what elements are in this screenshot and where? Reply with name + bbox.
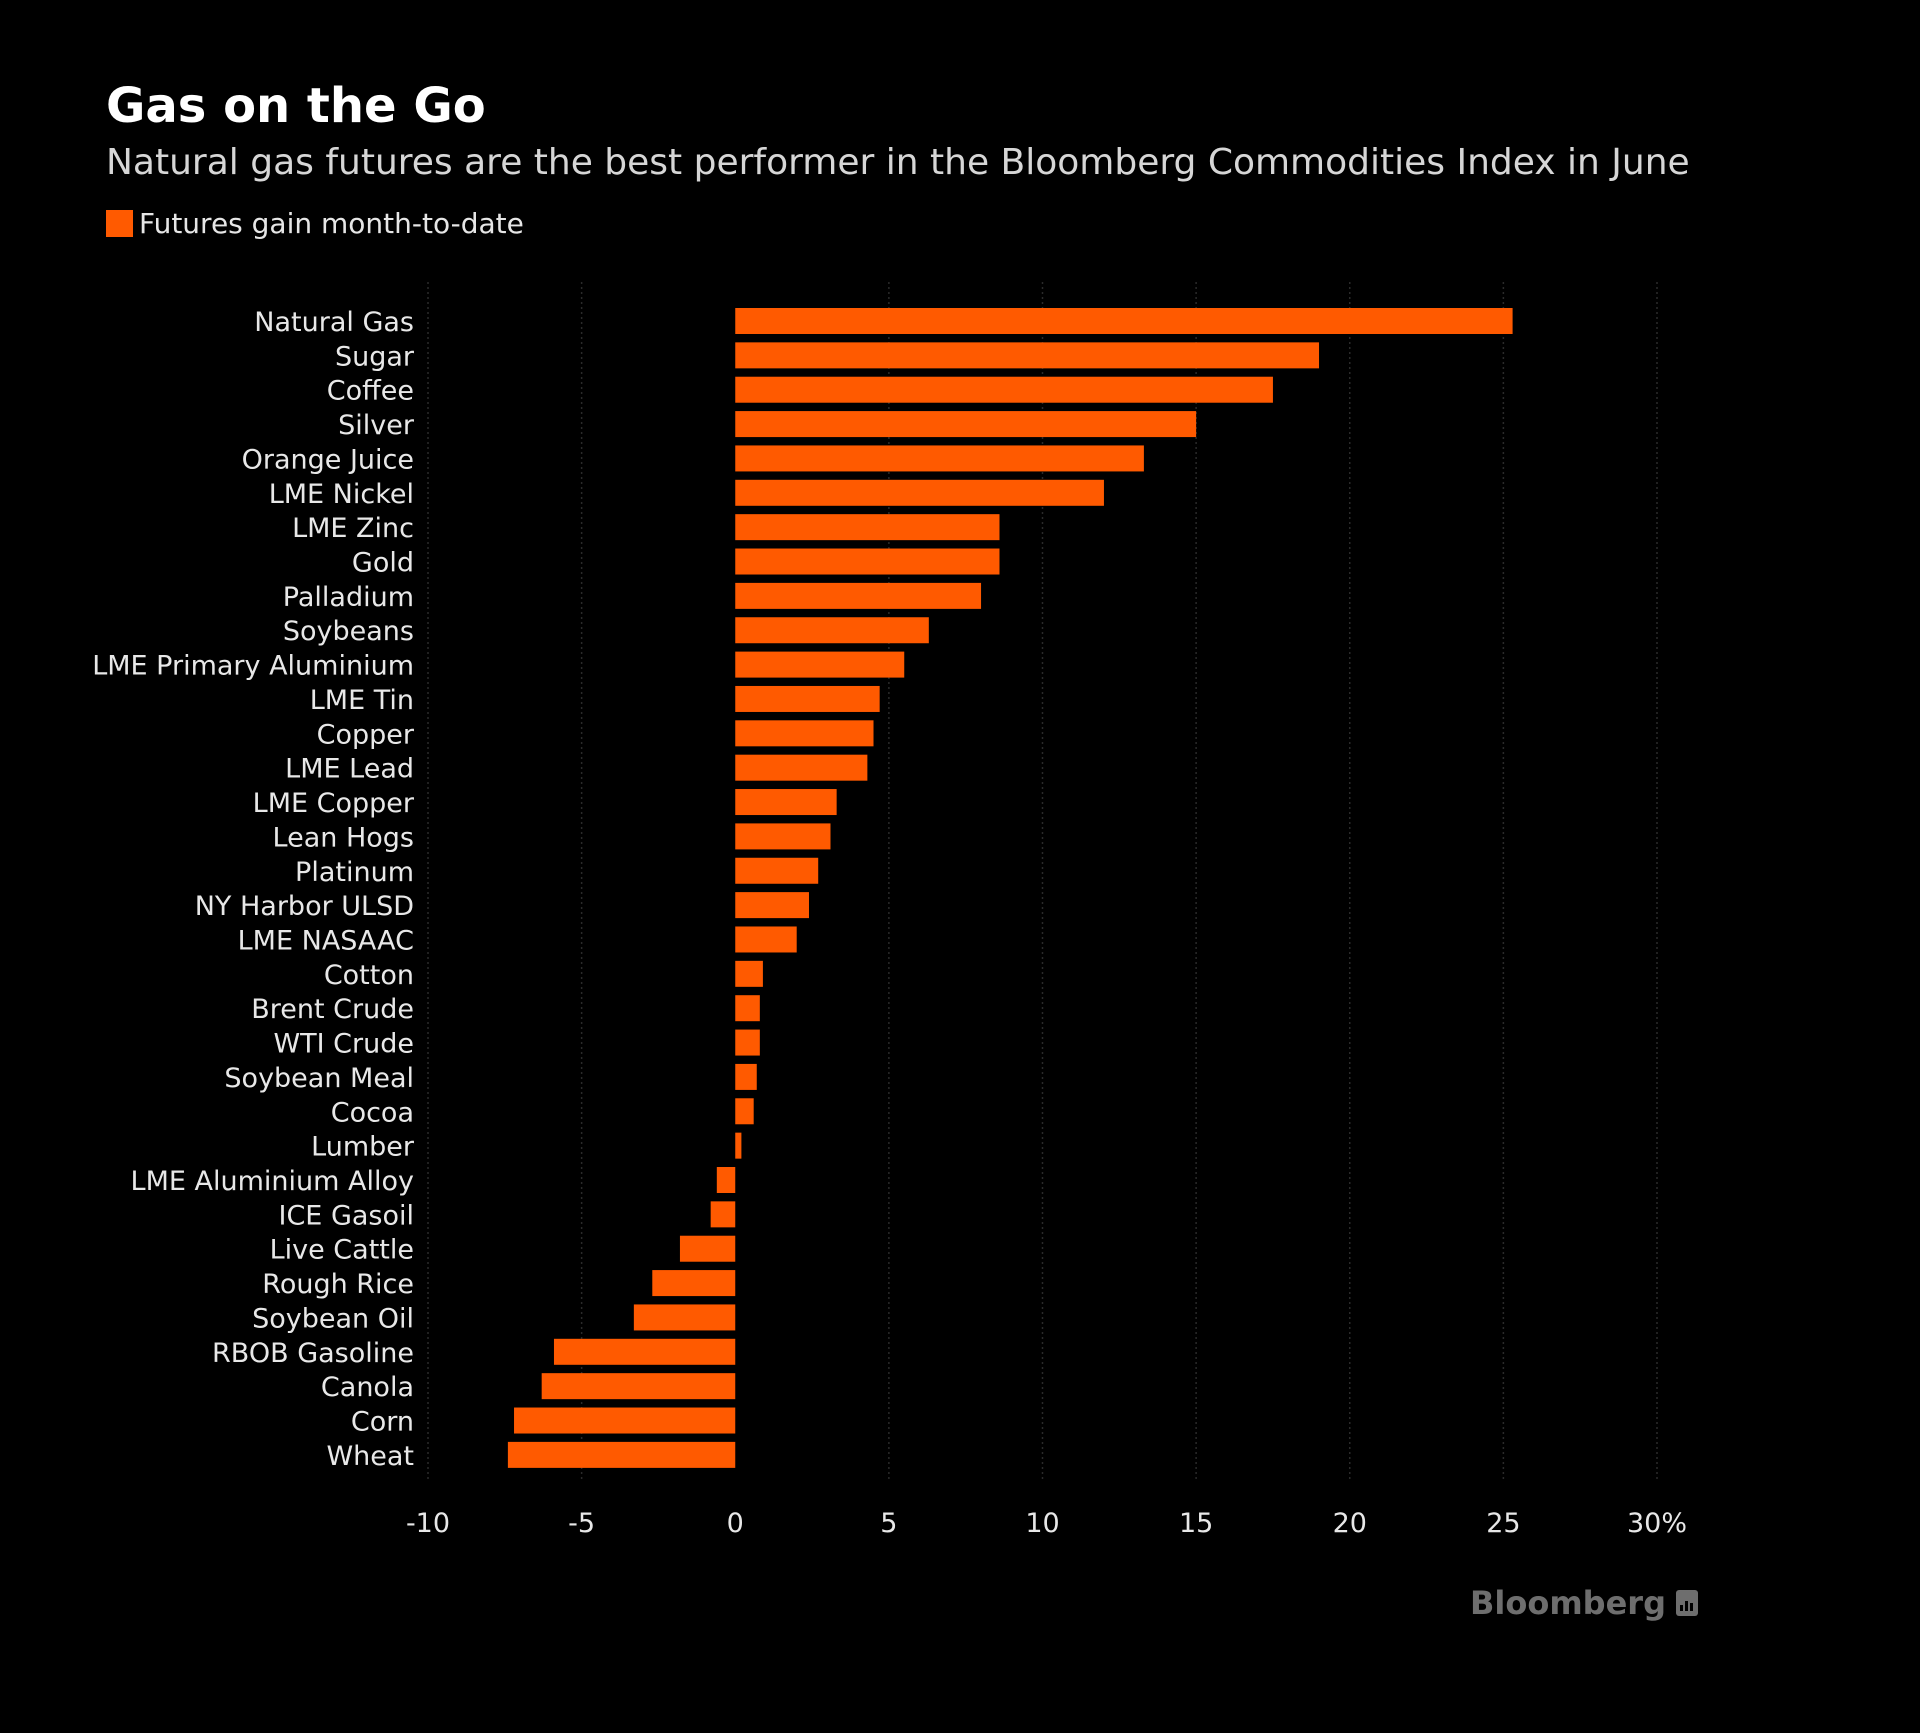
bloomberg-terminal-icon	[1675, 1590, 1698, 1616]
category-label: Wheat	[326, 1441, 414, 1472]
category-label: Sugar	[335, 341, 415, 372]
x-tick-label: 20	[1333, 1508, 1367, 1539]
category-label: RBOB Gasoline	[212, 1338, 414, 1369]
bar	[735, 376, 1273, 403]
category-label: ICE Gasoil	[278, 1200, 414, 1231]
x-tick-label: 0	[727, 1508, 744, 1539]
category-label: Orange Juice	[242, 444, 414, 475]
category-label: NY Harbor ULSD	[195, 891, 414, 922]
category-label: LME NASAAC	[238, 925, 414, 956]
x-tick-label: -5	[568, 1508, 595, 1539]
category-label: LME Copper	[253, 788, 415, 819]
bar	[735, 995, 760, 1022]
bar	[633, 1304, 736, 1331]
legend-label: Futures gain month-to-date	[139, 207, 524, 240]
category-label: Lumber	[311, 1132, 415, 1163]
bloomberg-logo: Bloomberg	[1470, 1584, 1698, 1622]
bar	[514, 1407, 736, 1434]
bar	[735, 651, 905, 678]
category-label: Corn	[351, 1407, 414, 1438]
category-label: LME Aluminium Alloy	[131, 1166, 414, 1197]
bar	[735, 548, 1000, 575]
x-tick-label: -10	[406, 1508, 450, 1539]
bar	[735, 754, 868, 781]
x-tick-label: 30%	[1627, 1508, 1687, 1539]
category-label: LME Tin	[310, 685, 414, 716]
bar	[735, 857, 819, 884]
legend-swatch	[106, 210, 133, 237]
category-label: Palladium	[283, 582, 414, 613]
category-label: Gold	[352, 548, 414, 579]
chart-subtitle: Natural gas futures are the best perform…	[106, 142, 1690, 183]
bar	[735, 1029, 760, 1056]
bar	[652, 1270, 736, 1297]
category-label: Rough Rice	[262, 1269, 414, 1300]
bar	[735, 892, 809, 919]
category-label: Lean Hogs	[273, 822, 414, 853]
category-label: LME Primary Aluminium	[92, 651, 414, 682]
category-label: LME Lead	[285, 754, 414, 785]
category-label: Cocoa	[331, 1097, 414, 1128]
category-label: WTI Crude	[273, 1029, 414, 1060]
chart-title: Gas on the Go	[106, 78, 486, 134]
category-label: LME Nickel	[269, 479, 414, 510]
category-label: Brent Crude	[251, 994, 414, 1025]
bar	[735, 1098, 754, 1125]
bar	[735, 582, 982, 609]
category-label: Platinum	[295, 857, 414, 888]
bar	[735, 823, 831, 850]
category-label: Live Cattle	[270, 1235, 414, 1266]
category-label: LME Zinc	[292, 513, 414, 544]
bar	[735, 1132, 742, 1159]
bar	[716, 1167, 736, 1193]
x-tick-label: 25	[1486, 1508, 1520, 1539]
x-tick-label: 5	[880, 1508, 897, 1539]
bar	[735, 411, 1197, 438]
category-label: Canola	[321, 1372, 414, 1403]
bar	[735, 514, 1000, 541]
bar	[507, 1441, 736, 1468]
category-label: Soybean Meal	[224, 1063, 414, 1094]
bar	[553, 1338, 736, 1365]
bar	[735, 720, 874, 747]
x-tick-label: 15	[1179, 1508, 1213, 1539]
bar	[735, 926, 797, 953]
legend: Futures gain month-to-date	[106, 207, 524, 240]
category-label: Natural Gas	[254, 307, 414, 338]
bar	[735, 342, 1320, 369]
bar	[735, 789, 837, 816]
category-label: Soybeans	[283, 616, 414, 647]
x-tick-label: 10	[1025, 1508, 1059, 1539]
bar	[735, 308, 1513, 334]
bar	[735, 445, 1144, 472]
category-label: Copper	[317, 719, 415, 750]
category-label: Silver	[338, 410, 415, 441]
bar	[735, 960, 763, 987]
bar	[679, 1235, 736, 1262]
category-label: Cotton	[324, 960, 414, 991]
bar	[735, 1063, 757, 1090]
brand-name: Bloomberg	[1470, 1584, 1666, 1622]
bar	[710, 1201, 736, 1228]
bar	[735, 617, 929, 644]
bar	[541, 1373, 736, 1400]
category-label: Coffee	[327, 376, 414, 407]
bar	[735, 685, 880, 712]
bar	[735, 479, 1104, 506]
category-label: Soybean Oil	[252, 1303, 414, 1334]
